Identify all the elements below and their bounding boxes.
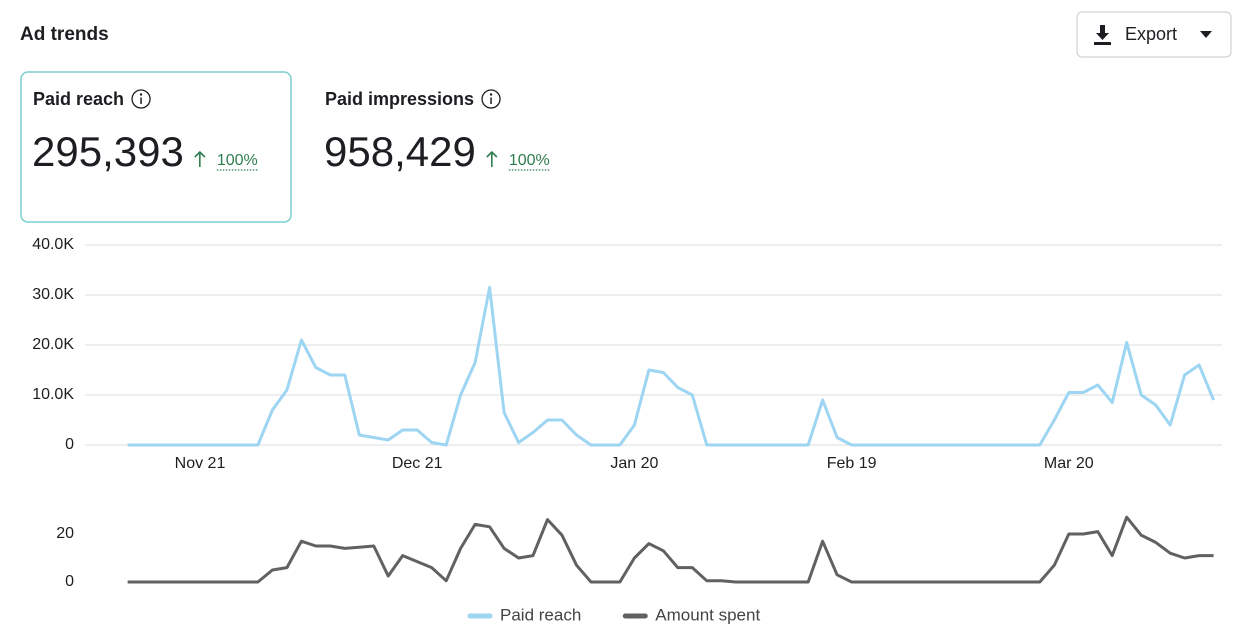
info-icon-dot [489,93,493,96]
metric-change: 100% [509,152,550,169]
metric-value: 295,393 [32,128,184,175]
metric-label: Paid impressions [325,89,474,109]
series-line [127,515,1214,584]
section-title: Ad trends [20,24,109,45]
info-icon-dot [139,93,143,96]
download-icon [1094,25,1111,45]
x-tick-label: Nov 21 [175,455,226,472]
x-tick-label: Jan 20 [610,455,658,472]
export-button-frame[interactable] [1076,11,1232,58]
info-icon [131,89,151,109]
series-line [127,286,1215,447]
x-tick-label: Dec 21 [392,455,443,472]
metric-label: Paid reach [33,89,124,109]
caret-icon [1200,31,1212,38]
metric-value: 958,429 [324,128,476,175]
x-tick-label: Feb 19 [827,455,877,472]
info-icon [481,89,501,109]
legend-label: Paid reach [500,605,581,624]
selected-metric-card[interactable] [20,71,292,223]
y-tick-label: 20.0K [32,336,74,353]
legend-label: Amount spent [655,605,760,624]
y2-tick-label: 0 [65,573,74,590]
y-tick-label: 40.0K [32,236,74,253]
y-tick-label: 30.0K [32,286,74,303]
up-arrow [486,150,498,167]
export-button[interactable]: Export [1076,11,1232,58]
up-arrow [194,150,206,167]
metric-change: 100% [217,152,258,169]
x-tick-label: Mar 20 [1044,455,1094,472]
y-tick-label: 0 [65,436,74,453]
y-tick-label: 10.0K [32,386,74,403]
y2-tick-label: 20 [56,525,74,542]
export-label[interactable]: Export [1125,24,1177,44]
